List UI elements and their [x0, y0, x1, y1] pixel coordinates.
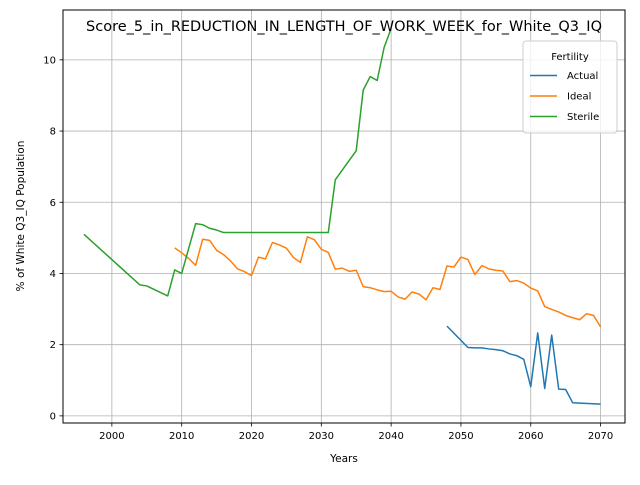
y-tick-label: 6: [50, 198, 56, 209]
y-tick-label: 0: [50, 411, 56, 422]
y-tick-label: 8: [50, 127, 56, 138]
legend-label-ideal: Ideal: [567, 92, 591, 103]
x-tick-label: 2010: [169, 431, 194, 442]
series-line-sterile: [83, 28, 392, 297]
x-tick-label: 2000: [99, 431, 124, 442]
axis-ticks: 2000 2010 2020 2030 2040 2050 2060 2070 0 2 4 6 8 10: [43, 55, 613, 442]
legend-label-actual: Actual: [567, 71, 598, 82]
x-tick-label: 2050: [448, 431, 473, 442]
series-lines: [83, 28, 602, 405]
legend-label-sterile: Sterile: [567, 112, 599, 123]
legend-box: [522, 40, 618, 134]
y-tick-label: 2: [50, 340, 56, 351]
y-axis-label: % of White Q3_IQ Population: [15, 141, 27, 292]
x-tick-label: 2030: [309, 431, 334, 442]
y-tick-label: 10: [43, 55, 56, 66]
legend: Fertility Actual Ideal Sterile: [522, 40, 618, 134]
chart-title: Score_5_in_REDUCTION_IN_LENGTH_OF_WORK_W…: [86, 19, 602, 35]
x-axis-label: Years: [329, 453, 358, 465]
x-tick-label: 2040: [378, 431, 403, 442]
legend-title: Fertility: [551, 52, 589, 63]
x-tick-label: 2060: [518, 431, 543, 442]
x-tick-label: 2070: [588, 431, 613, 442]
series-line-actual: [446, 325, 601, 405]
y-tick-label: 4: [50, 269, 56, 280]
series-line-ideal: [174, 236, 602, 328]
x-tick-label: 2020: [239, 431, 264, 442]
legend-entries: Actual Ideal Sterile: [530, 71, 599, 123]
plot-frame: [62, 9, 626, 424]
